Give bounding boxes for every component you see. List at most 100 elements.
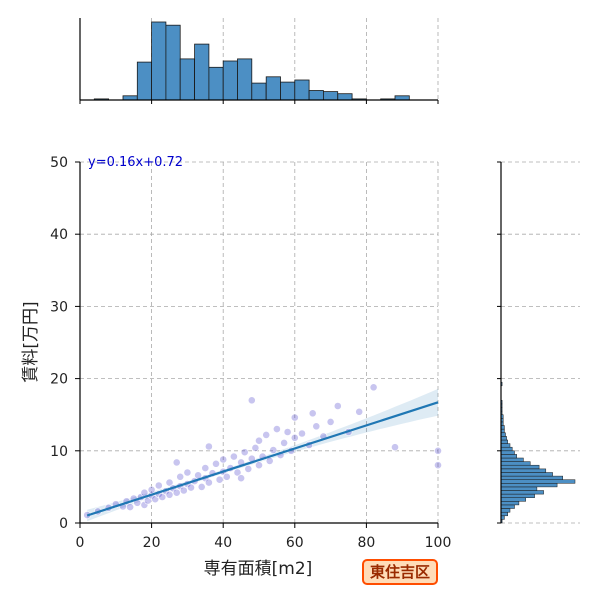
y-tick-label: 50 [50,155,68,171]
scatter-point [158,493,167,501]
x-tick-label: 0 [76,535,85,551]
scatter-point [126,503,135,511]
scatter-point [229,452,238,461]
right-histogram-bar [500,432,506,437]
right-histogram-bar [500,450,515,455]
scatter-point [237,474,245,483]
scatter-point [434,446,442,455]
scatter-point [308,409,317,418]
scatter-point [434,461,442,470]
scatter-point [179,486,188,495]
scatter-point [201,464,210,472]
top-histogram-bars [93,21,410,101]
y-tick-label: 10 [50,444,68,460]
scatter-point [219,455,228,464]
y-ticks: 0 10 20 30 40 50 [50,155,80,532]
scatter-point [244,464,253,473]
scatter-point [165,478,174,487]
x-axis-title: 専有面積[m2] [204,559,313,579]
right-histogram-bar [500,490,544,495]
scatter-point [280,438,288,447]
top-histogram [79,18,439,104]
top-histogram-bar [165,24,181,101]
scatter-point [204,442,213,451]
scatter-point [251,443,260,452]
top-histogram-bar [265,76,281,101]
scatter-point [272,425,281,433]
y-tick-label: 0 [59,516,68,532]
regression-line [86,401,439,517]
top-histogram-bar [151,21,167,101]
top-histogram-bar [308,90,324,101]
x-tick-label: 100 [425,535,452,551]
scatter-point [183,468,192,477]
scatter-point [215,475,224,484]
scatter-point [154,481,163,490]
scatter-point [204,478,213,487]
top-histogram-bar [122,95,138,101]
scatter-point [290,433,299,442]
top-histogram-bar [251,82,267,101]
right-histogram-bar [500,486,538,491]
scatter-point [283,428,292,436]
right-histogram-bar [500,461,531,466]
right-histogram-bar [500,497,526,502]
top-histogram-bar [179,58,195,101]
scatter-point [312,422,321,431]
right-histogram-bar [500,479,576,484]
right-histogram-grid [501,161,580,524]
y-tick-label: 20 [50,372,68,388]
scatter-point [172,458,181,467]
scatter-point [255,461,263,470]
scatter-point [212,459,220,468]
right-histogram-bar [500,457,524,462]
right-histogram-bar [500,483,558,488]
y-tick-label: 40 [50,227,68,243]
top-histogram-bar [280,81,296,101]
right-histogram-bar [500,511,508,517]
scatter-point [247,396,256,405]
right-histogram-bar [500,464,540,470]
top-histogram-bar [322,91,339,101]
scatter-point [255,436,263,445]
right-histogram-bar [500,472,553,477]
x-ticks: 0 20 40 60 80 100 [76,523,452,551]
x-tick-label: 80 [357,535,375,551]
scatter-point [176,472,185,481]
top-histogram-bar [208,66,224,101]
district-badge: 東住吉区 [362,559,439,585]
right-histogram-bar [500,446,513,452]
right-histogram-bar [500,454,517,459]
main-panel: 0 20 40 60 80 100 0 10 20 30 40 50 y=0.16x+0.72 専有… [21,155,451,579]
right-histogram-bar [500,508,511,513]
x-tick-label: 60 [286,535,304,551]
top-histogram-bar [136,61,153,101]
top-histogram-bar [337,93,353,101]
scatter-point [298,429,306,438]
top-histogram-bar [237,58,253,101]
right-histogram-bar [500,504,515,509]
x-tick-label: 40 [214,535,232,551]
top-histogram-bar [222,60,238,101]
scatter-point [172,488,181,497]
scatter-point [290,413,299,422]
scatter-point [197,482,206,491]
right-histogram-bar [500,475,563,480]
right-histogram-bar [500,443,511,448]
right-histogram-bar [500,468,547,473]
top-histogram-bar [194,43,210,101]
scatter-point [333,402,342,410]
scatter-point [269,446,278,454]
regression-equation: y=0.16x+0.72 [88,155,183,170]
right-histogram [497,161,580,524]
scatter-point [165,490,174,499]
scatter-point [355,407,364,416]
scatter-point [233,468,242,477]
scatter-point [240,448,249,457]
y-tick-label: 30 [50,299,68,315]
top-histogram-bar [294,79,310,101]
scatter-point [391,443,399,452]
scatter-point [326,417,335,426]
right-histogram-bar [500,436,507,441]
